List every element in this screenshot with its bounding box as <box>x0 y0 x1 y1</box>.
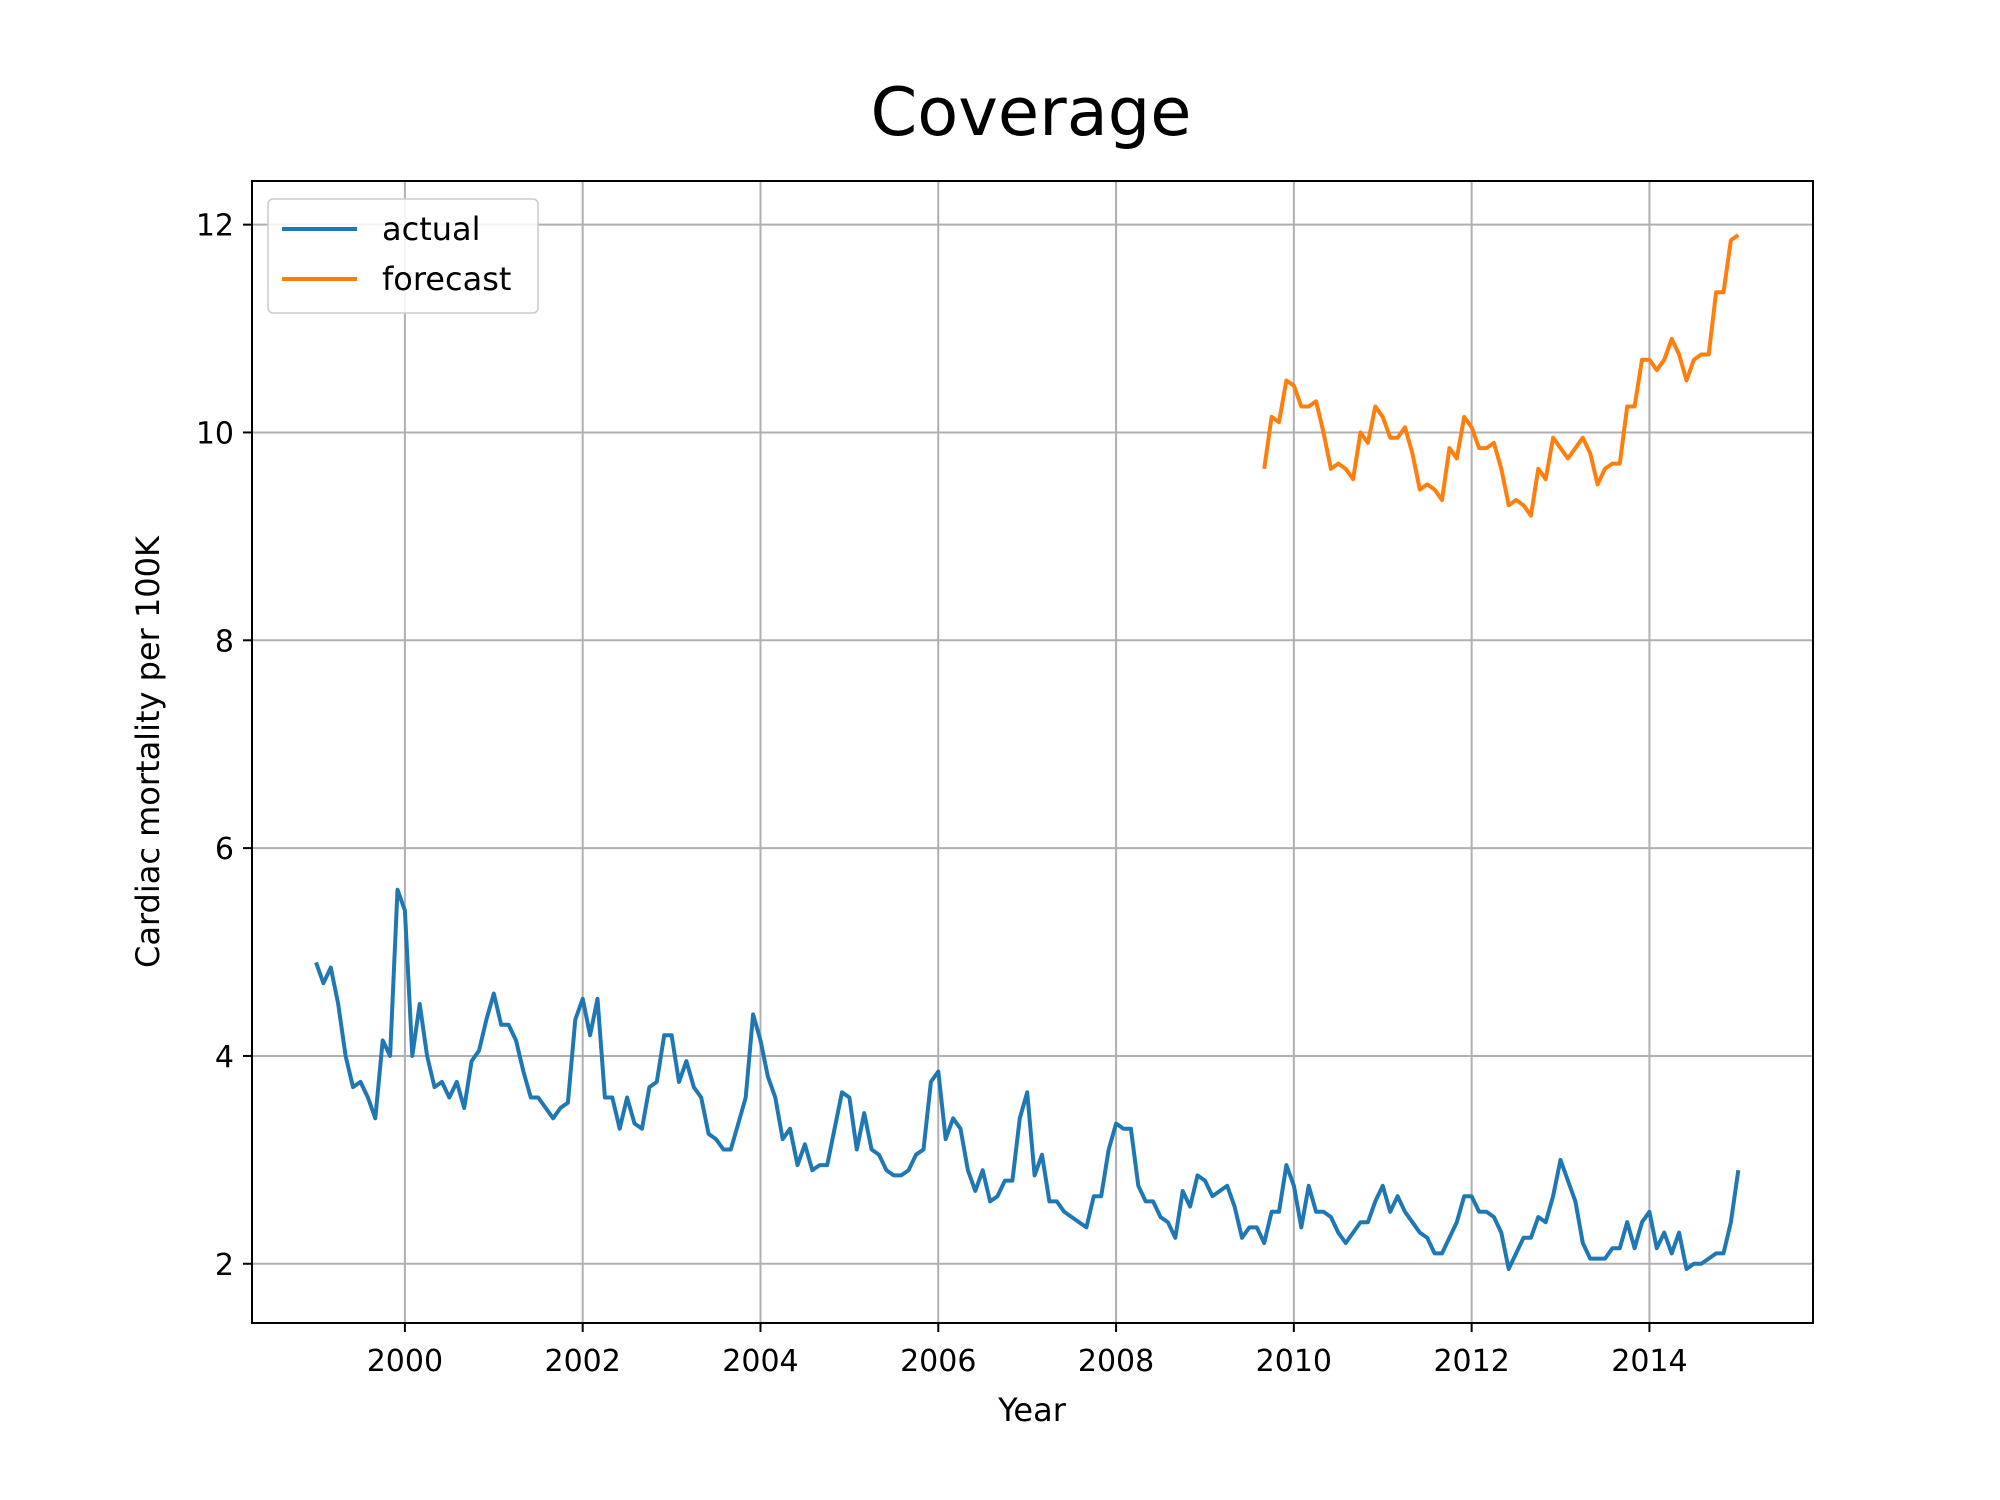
legend-label-forecast: forecast <box>382 260 511 298</box>
legend: actual forecast <box>267 198 539 314</box>
x-tick-label: 2004 <box>722 1344 798 1379</box>
legend-label-actual: actual <box>382 210 481 248</box>
x-tick-label: 2008 <box>1078 1344 1154 1379</box>
plot-area-frame <box>251 180 1814 1324</box>
x-tick-label: 2010 <box>1256 1344 1332 1379</box>
y-tick-label: 8 <box>215 624 234 659</box>
y-tick-label: 2 <box>215 1248 234 1283</box>
y-tick-label: 10 <box>196 416 234 451</box>
series-line-actual <box>314 887 1741 1271</box>
y-tick-label: 6 <box>215 832 234 867</box>
series-layer <box>314 233 1741 1271</box>
y-axis-label: Cardiac mortality per 100K <box>129 535 167 968</box>
x-tick-label: 2012 <box>1433 1344 1509 1379</box>
x-tick-label: 2014 <box>1611 1344 1687 1379</box>
chart-title: Coverage <box>871 73 1192 151</box>
x-tick-label: 2000 <box>367 1344 443 1379</box>
x-tick-label: 2002 <box>545 1344 621 1379</box>
x-axis-label: Year <box>997 1391 1067 1429</box>
grid-lines <box>252 181 1813 1323</box>
y-tick-label: 4 <box>215 1040 234 1075</box>
series-line-forecast <box>1262 233 1740 518</box>
axis-ticks: 2000 2002 2004 2006 2008 2010 2012 2014 2 4 6 8 10 12 <box>196 209 1688 1379</box>
y-tick-label: 12 <box>196 209 234 244</box>
x-tick-label: 2006 <box>900 1344 976 1379</box>
